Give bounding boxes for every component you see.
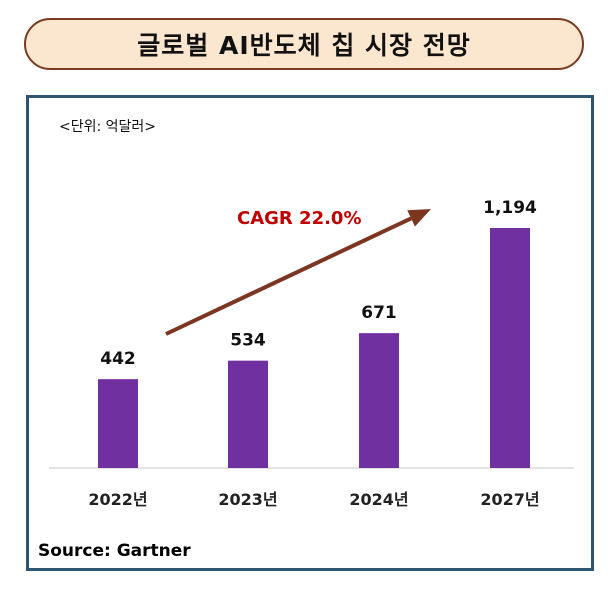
bar-2024년 (359, 333, 399, 468)
value-label: 671 (361, 303, 397, 323)
page-title: 글로벌 AI반도체 칩 시장 전망 (137, 31, 471, 60)
x-tick-label: 2027년 (480, 490, 539, 509)
value-label: 534 (230, 331, 266, 351)
value-label: 442 (100, 349, 136, 369)
bar-2023년 (228, 360, 268, 468)
cagr-annotation: CAGR 22.0% (237, 208, 362, 229)
bar-2027년 (490, 228, 530, 468)
trend-arrow-head (407, 209, 431, 227)
chart-panel: <단위: 억달러> 442 2022년 534 2023년 671 2024년 1,194 2… (26, 95, 594, 571)
value-label: 1,194 (483, 198, 537, 218)
x-tick-label: 2022년 (88, 490, 147, 509)
source-label: Source: Gartner (38, 541, 191, 561)
bar-chart: <단위: 억달러> 442 2022년 534 2023년 671 2024년 1,194 2… (49, 119, 574, 509)
bar-2022년 (98, 379, 138, 468)
x-tick-label: 2023년 (218, 490, 277, 509)
unit-note: <단위: 억달러> (59, 119, 156, 135)
trend-arrow-shaft (165, 216, 412, 336)
x-tick-label: 2024년 (349, 490, 408, 509)
title-banner: 글로벌 AI반도체 칩 시장 전망 (24, 18, 584, 70)
